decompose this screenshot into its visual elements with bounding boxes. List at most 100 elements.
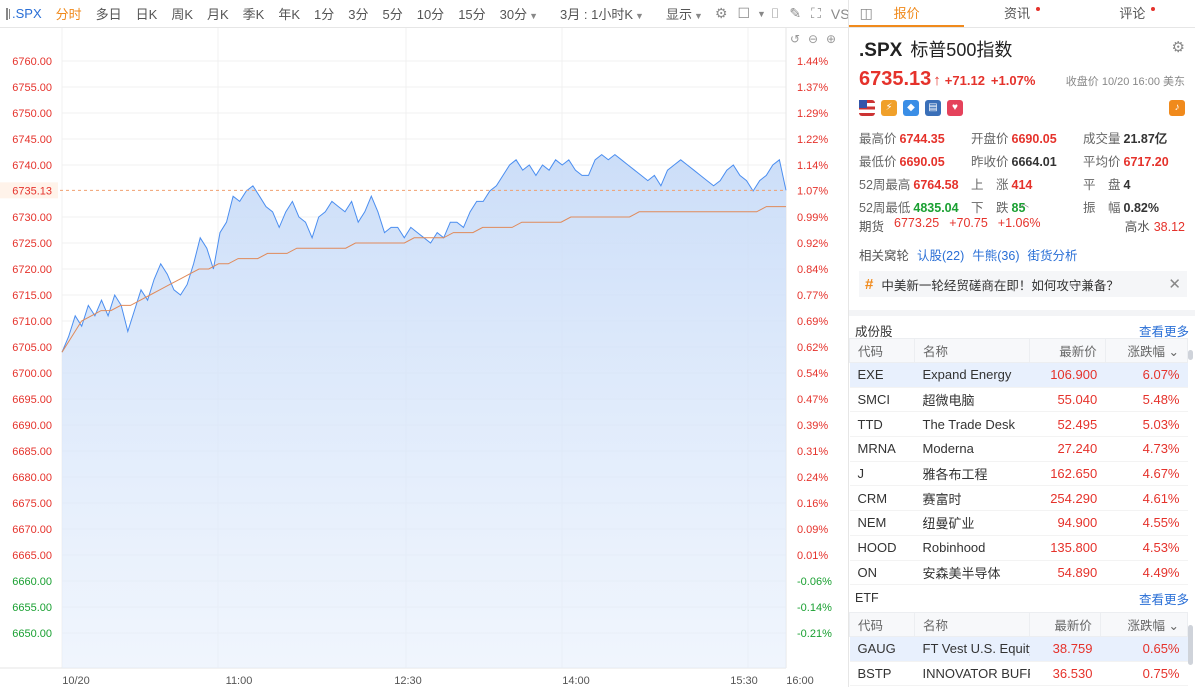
constituents-title: 成份股 <box>855 324 893 339</box>
collapse-caret-icon[interactable]: ︿ <box>1019 199 1029 210</box>
period-tab[interactable]: 分时 <box>55 7 82 22</box>
cell-pct: 4.55% <box>1105 510 1188 536</box>
gear-icon[interactable]: ⚙ <box>1171 39 1185 56</box>
quote-header: .SPX 标普500指数 ⚙ 6735.13 ↑ +71.12 +1.07% 收… <box>849 28 1195 116</box>
trade-icon[interactable]: ⚡ <box>881 100 897 116</box>
y-tick-left: 6725.00 <box>12 238 52 250</box>
price-chart[interactable]: 6760.00 1.44% 6755.00 1.37% 6750.00 1.29% 6745… <box>0 28 848 687</box>
table-row[interactable]: EXE Expand Energy 106.900 6.07% <box>849 362 1188 388</box>
period-tab[interactable]: 多日 <box>95 7 122 22</box>
period-tab[interactable]: 周K <box>171 7 193 22</box>
period-tab[interactable]: 5分 <box>382 7 403 22</box>
display-menu[interactable]: 显示 ▼ <box>659 4 710 23</box>
period-tab[interactable]: 年K <box>278 7 301 22</box>
cell-pct: 4.61% <box>1105 485 1188 512</box>
y-tick-right: 1.22% <box>797 134 828 146</box>
tag-icon[interactable]: ◆ <box>903 100 919 116</box>
column-header[interactable]: 名称 <box>914 338 1030 363</box>
chart-area[interactable]: 6760.00 1.44% 6755.00 1.37% 6750.00 1.29% 6745… <box>0 28 848 687</box>
cell-price: 55.040 <box>1029 387 1106 413</box>
table-row[interactable]: MRNA Moderna 27.240 4.73% <box>849 436 1188 462</box>
range-select[interactable]: 3月 : 1小时K ▼ <box>553 4 651 23</box>
column-header[interactable]: 涨跌幅 ⌄ <box>1104 338 1189 363</box>
table-row[interactable]: CRM 赛富时 254.290 4.61% <box>849 485 1188 512</box>
quote-symbol: .SPX <box>859 40 903 61</box>
close-icon[interactable]: ✕ <box>1168 276 1181 293</box>
table-row[interactable]: HOOD Robinhood 135.800 4.53% <box>849 535 1188 561</box>
table-row[interactable]: NEM 纽曼矿业 94.900 4.55% <box>849 510 1188 536</box>
y-tick-right: 0.54% <box>797 368 828 380</box>
tab-item[interactable]: 资讯 <box>964 0 1079 27</box>
symbol-label[interactable]: .SPX <box>12 6 42 21</box>
quote-name: 标普500指数 <box>910 40 1013 60</box>
y-tick-right: 1.29% <box>797 108 828 120</box>
stat-label: 52周最高 <box>859 178 911 192</box>
column-header[interactable]: 代码 <box>849 612 915 637</box>
tab-item[interactable]: 评论 <box>1080 0 1195 27</box>
cell-price: 54.890 <box>1029 560 1106 586</box>
column-header[interactable]: 名称 <box>914 612 1030 637</box>
hashtag-icon: # <box>865 275 874 293</box>
cell-code: J <box>849 461 915 487</box>
table-row[interactable]: GAUG FT Vest U.S. Equity 38.759 0.65% <box>849 636 1188 662</box>
chevron-down-icon[interactable]: ▼ <box>529 11 539 21</box>
column-header[interactable]: 代码 <box>849 338 915 363</box>
chevron-down-icon[interactable]: ⌄ <box>1165 345 1179 359</box>
panel-toggle-icon[interactable]: ◫ <box>859 5 873 21</box>
pencil-icon[interactable]: ✎ <box>789 5 802 21</box>
cell-code: MRNA <box>849 436 915 462</box>
y-tick-right: 0.09% <box>797 524 828 536</box>
heart-icon[interactable]: ♥ <box>947 100 963 116</box>
column-header[interactable]: 涨跌幅 ⌄ <box>1099 612 1189 637</box>
chevron-down-icon[interactable]: ⌄ <box>1165 619 1179 633</box>
related-link[interactable]: 牛熊(36) <box>972 249 1020 263</box>
cell-code: TTD <box>849 411 915 438</box>
period-tab[interactable]: 1分 <box>314 7 335 22</box>
column-header[interactable]: 最新价 <box>1029 338 1106 363</box>
cell-pct: 5.03% <box>1105 411 1188 438</box>
table-row[interactable]: J 雅各布工程 162.650 4.67% <box>849 461 1188 487</box>
quote-badges: ⚡ ◆ ▤ ♥ ♪ <box>859 100 1185 116</box>
table-header-row: 代码 名称 最新价 涨跌幅 ⌄ <box>849 338 1189 363</box>
y-tick-left: 6680.00 <box>12 472 52 484</box>
y-tick-right: 0.39% <box>797 420 828 432</box>
scrollbar[interactable] <box>1188 350 1193 360</box>
tab-item[interactable]: 报价 <box>849 0 965 27</box>
related-link[interactable]: 街货分析 <box>1027 249 1078 263</box>
table-row[interactable]: TTD The Trade Desk 52.495 5.03% <box>849 411 1188 438</box>
table-row[interactable]: ON 安森美半导体 54.890 4.49% <box>849 560 1188 586</box>
period-tab[interactable]: 30分 ▼ <box>499 7 539 22</box>
scrollbar[interactable] <box>1188 625 1193 665</box>
layout-toggle-icon[interactable] <box>6 7 10 20</box>
period-tab[interactable]: 季K <box>242 7 265 22</box>
news-text[interactable]: 中美新一轮经贸磋商在即！如何攻守兼备？ <box>881 278 1119 293</box>
period-tabs: 分时 多日 日K 周K 月K 季K 年K 1分 3分 5分 10分 15分 30分 ▼ <box>49 4 545 23</box>
table-row[interactable]: SMCI 超微电脑 55.040 5.48% <box>849 387 1188 413</box>
period-tab[interactable]: 15分 <box>458 7 486 22</box>
rect-tool-icon[interactable]: ☐ <box>737 5 750 21</box>
settings-icon[interactable]: ⚙ <box>714 5 728 21</box>
news-banner[interactable]: # 中美新一轮经贸磋商在即！如何攻守兼备？ ✕ <box>859 271 1187 297</box>
document-icon[interactable]: ▤ <box>925 100 941 116</box>
fullscreen-icon[interactable]: ⛶ <box>811 5 821 21</box>
y-tick-right: 0.47% <box>797 394 828 406</box>
period-tab[interactable]: 日K <box>135 7 158 22</box>
y-tick-right: 0.92% <box>797 238 828 250</box>
compare-button[interactable]: VS <box>830 5 850 22</box>
camera-icon[interactable]: ⌷ <box>770 5 780 21</box>
column-header[interactable]: 最新价 <box>1029 612 1101 637</box>
chevron-down-icon[interactable]: ▼ <box>757 8 766 19</box>
constituents-more-link[interactable]: 查看更多 <box>1138 324 1189 339</box>
y-tick-right: 0.77% <box>797 290 828 302</box>
bell-icon[interactable]: ♪ <box>1169 100 1185 116</box>
period-tab[interactable]: 10分 <box>416 7 445 22</box>
related-link[interactable]: 认股(22) <box>917 249 965 263</box>
period-tab[interactable]: 月K <box>207 7 229 22</box>
period-tab[interactable]: 3分 <box>348 7 369 22</box>
chevron-down-icon: ▼ <box>635 11 644 21</box>
y-tick-left: 6720.00 <box>12 264 52 276</box>
futures-change: +70.75 <box>949 216 988 230</box>
etf-more-link[interactable]: 查看更多 <box>1138 592 1189 607</box>
display-label: 显示 <box>665 7 692 22</box>
